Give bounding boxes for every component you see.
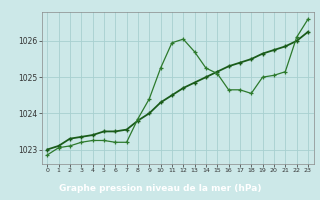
Text: Graphe pression niveau de la mer (hPa): Graphe pression niveau de la mer (hPa) bbox=[59, 184, 261, 193]
